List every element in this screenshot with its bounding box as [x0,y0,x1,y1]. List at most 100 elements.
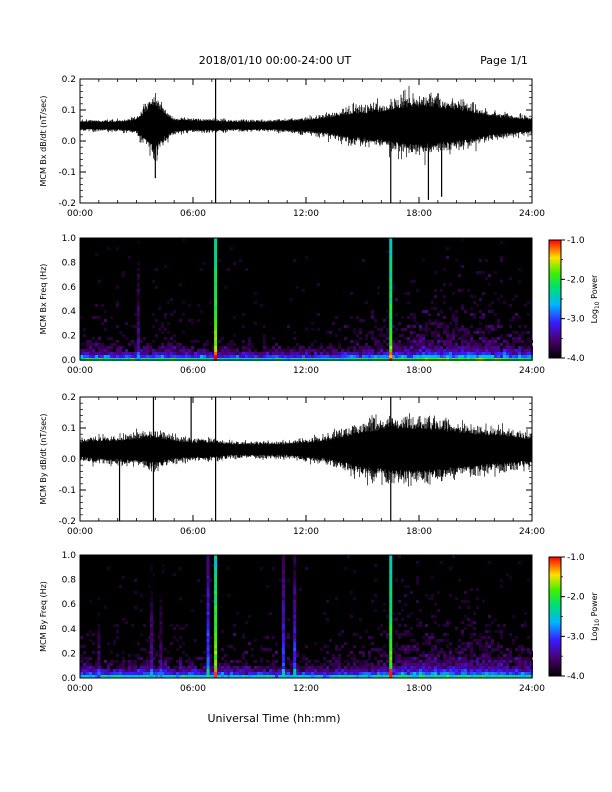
spectrogram-cell [434,657,437,660]
spectrogram-cell [407,657,410,660]
spectrogram-cell [422,340,425,343]
spectrogram-cell [359,331,362,334]
spectrogram-cell [272,346,275,349]
spectrogram-cell [443,322,446,325]
spectrogram-cell [485,352,488,355]
spectrogram-cell [413,337,416,340]
spectrogram-stripe-cell [150,555,154,558]
spectrogram-cell [374,349,377,352]
spectrogram-cell [398,346,401,349]
spectrogram-cell [419,346,422,349]
spectrogram-stripe-cell [97,588,101,591]
spectrogram-cell [221,352,224,355]
spectrogram-cell [383,352,386,355]
spectrogram-stripe-cell [293,639,297,642]
spectrogram-cell [374,355,377,358]
spectrogram-stripe-cell [159,555,163,558]
spectrogram-cell [392,666,395,669]
spectrogram-cell [197,355,200,358]
spectrogram-cell [233,316,236,319]
spectrogram-cell [125,349,128,352]
spectrogram-cell [179,660,182,663]
spectrogram-cell [380,675,383,678]
spectrogram-cell [413,352,416,355]
spectrogram-cell [197,349,200,352]
spectrogram-cell [506,573,509,576]
spectrogram-cell [176,352,179,355]
spectrogram-cell [380,624,383,627]
spectrogram-cell [188,675,191,678]
spectrogram-cell [437,624,440,627]
spectrogram-cell [461,657,464,660]
spectrogram-cell [290,675,293,678]
spectrogram-stripe-cell [214,564,218,567]
spectrogram-cell [371,346,374,349]
spectrogram-cell [152,672,155,675]
spectrogram-cell [80,657,83,660]
spectrogram-cells [80,555,533,678]
spectrogram-cell [218,663,221,666]
spectrogram-cell [521,660,524,663]
spectrogram-cell [335,663,338,666]
spectrogram-stripe-cell [136,289,140,292]
spectrogram-cell [410,666,413,669]
spectrogram-cell [455,346,458,349]
spectrogram-stripe-cell [150,669,154,672]
spectrogram-cell [332,355,335,358]
spectrogram-cell [248,340,251,343]
spectrogram-cell [203,666,206,669]
spectrogram-cell [323,669,326,672]
spectrogram-cell [290,355,293,358]
spectrogram-cell [179,352,182,355]
spectrogram-stripe-cell [293,609,297,612]
spectrogram-stripe-cell [214,645,218,648]
spectrogram-cell [422,666,425,669]
spectrogram-cell [254,292,257,295]
spectrogram-cell [176,346,179,349]
spectrogram-cell [143,672,146,675]
spectrogram-stripe-cell [136,316,140,319]
spectrogram-cell [464,642,467,645]
spectrogram-cell [233,633,236,636]
spectrogram-cell [485,355,488,358]
spectrogram-cell [185,624,188,627]
spectrogram-cell [155,666,158,669]
spectrogram-cell [449,675,452,678]
spectrogram-cell [116,630,119,633]
spectrogram-cell [500,334,503,337]
spectrogram-cell [323,349,326,352]
spectrogram-stripe-cell [293,600,297,603]
spectrogram-cell [491,666,494,669]
spectrogram-cell [449,594,452,597]
spectrogram-cell [314,349,317,352]
spectrogram-cell [431,576,434,579]
spectrogram-cell [338,666,341,669]
spectrogram-cell [371,352,374,355]
spectrogram-cell [353,666,356,669]
spectrogram-stripe-cell [136,298,140,301]
spectrogram-cell [344,669,347,672]
spectrogram-cell [86,660,89,663]
spectrogram-cell [344,325,347,328]
spectrogram-cell [182,651,185,654]
spectrogram-cell [428,349,431,352]
spectrogram-cell [479,636,482,639]
spectrogram-stripe-cell [293,588,297,591]
spectrogram-cell [242,633,245,636]
spectrogram-cell [179,283,182,286]
spectrogram-cell [353,355,356,358]
spectrogram-cell [179,355,182,358]
spectrogram-cell [248,337,251,340]
spectrogram-cell [392,672,395,675]
spectrogram-cell [134,352,137,355]
spectrogram-cell [416,618,419,621]
colorbar-gradient [548,239,562,359]
spectrogram-cell [248,352,251,355]
y-tick-label: 1.0 [62,551,77,561]
x-tick-label: 00:00 [67,527,93,537]
spectrogram-cell [449,669,452,672]
spectrogram-stripe-cell [97,603,101,606]
spectrogram-cell [200,600,203,603]
plot-frame-overlay [79,237,533,361]
spectrogram-cell [356,352,359,355]
